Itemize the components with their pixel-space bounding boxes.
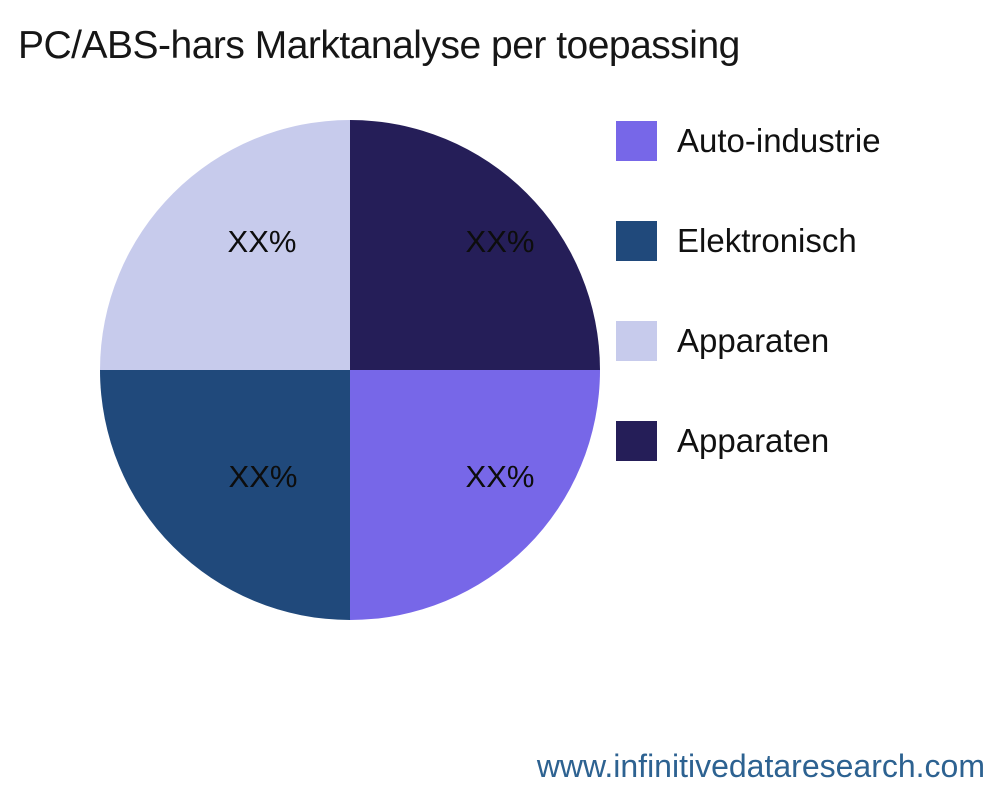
legend-swatch-apparaten-dark [616,421,657,461]
legend: Auto-industrie Elektronisch Apparaten Ap… [616,121,881,521]
pie-slice-apparaten-dark [350,120,600,370]
pie-percentage-label-elektronisch: XX% [228,459,298,494]
pie-percentage-label-auto-industrie: XX% [465,459,535,494]
chart-title: PC/ABS-hars Marktanalyse per toepassing [18,24,740,67]
pie-slice-elektronisch [100,370,350,620]
legend-item-apparaten-light: Apparaten [616,321,881,361]
legend-item-elektronisch: Elektronisch [616,221,881,261]
website-link: www.infinitivedataresearch.com [536,748,985,784]
legend-swatch-apparaten-light [616,321,657,361]
legend-label-auto-industrie: Auto-industrie [677,122,881,159]
pie-percentage-label-apparaten-dark: XX% [465,224,535,259]
pie-percentage-label-apparaten-light: XX% [227,224,297,259]
pie-slice-apparaten-light [100,120,350,370]
legend-label-apparaten-dark: Apparaten [677,422,830,459]
legend-item-auto-industrie: Auto-industrie [616,121,881,161]
legend-item-apparaten-dark: Apparaten [616,421,881,461]
legend-swatch-auto-industrie [616,121,657,161]
pie-slice-auto-industrie [350,370,600,620]
legend-label-apparaten-light: Apparaten [677,322,830,359]
legend-swatch-elektronisch [616,221,657,261]
legend-label-elektronisch: Elektronisch [677,222,857,259]
pie-chart: XX% XX% XX% XX% [100,120,600,620]
